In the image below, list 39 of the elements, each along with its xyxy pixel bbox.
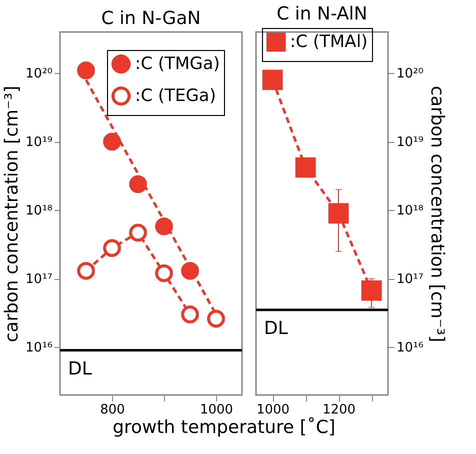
point xyxy=(103,239,121,257)
x-axis-title: growth temperature [˚C] xyxy=(112,416,336,438)
point xyxy=(207,310,225,328)
legend-label: :C (TMGa) xyxy=(135,54,220,74)
legend-label: :C (TMAl) xyxy=(290,32,368,52)
x-tick-label: 1200 xyxy=(322,402,356,418)
ref-line-label: DL xyxy=(68,358,92,380)
y-tick-label: 10²⁰ xyxy=(396,66,424,82)
x-tick-label: 1000 xyxy=(256,402,290,418)
point xyxy=(262,70,283,90)
y-tick-label: 10¹⁷ xyxy=(26,272,52,288)
y-tick-label: 10¹⁷ xyxy=(396,272,424,288)
y-tick-label: 10¹⁹ xyxy=(396,135,424,150)
y-axis-title: carbon concentration [cm⁻³] xyxy=(426,86,448,342)
point xyxy=(181,262,199,280)
point xyxy=(103,132,121,151)
chart-title: C in N-GaN xyxy=(101,8,201,29)
point xyxy=(155,264,173,282)
point xyxy=(77,262,95,280)
y-axis-title: carbon concentration [cm⁻³] xyxy=(2,86,23,342)
y-tick-label: 10²⁰ xyxy=(26,66,52,82)
y-tick-label: 10¹⁸ xyxy=(26,204,52,219)
point xyxy=(181,306,199,324)
y-tick-label: 10¹⁶ xyxy=(396,340,424,356)
point xyxy=(77,61,95,80)
point xyxy=(361,280,382,301)
x-tick-label: 1000 xyxy=(200,402,234,418)
point xyxy=(129,175,147,194)
chart-title: C in N-AlN xyxy=(276,4,368,24)
point xyxy=(155,217,173,236)
ref-line-label: DL xyxy=(264,318,288,339)
y-tick-label: 10¹⁶ xyxy=(26,340,52,356)
point xyxy=(129,224,147,242)
point xyxy=(295,157,316,178)
y-tick-label: 10¹⁸ xyxy=(396,204,424,219)
y-tick-label: 10¹⁹ xyxy=(26,135,52,150)
legend-label: :C (TEGa) xyxy=(135,86,216,106)
x-tick-label: 800 xyxy=(100,402,125,418)
point xyxy=(328,203,349,224)
